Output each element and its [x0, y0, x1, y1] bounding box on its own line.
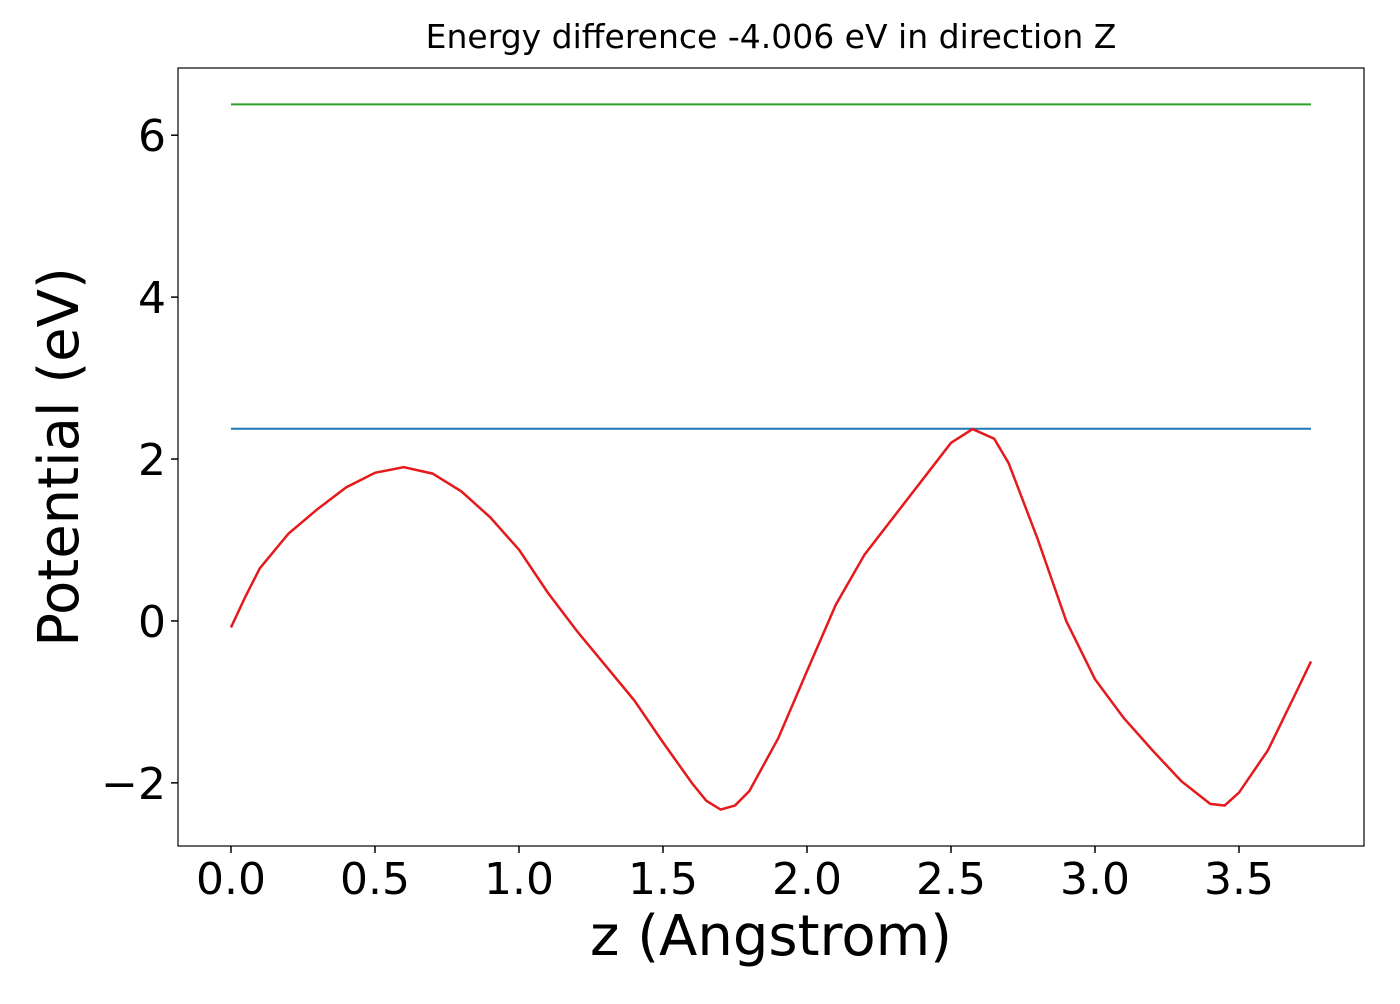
series-line	[229, 427, 1313, 811]
y-tick-label: 4	[138, 273, 166, 324]
chart-title: Energy difference -4.006 eV in direction…	[426, 17, 1117, 56]
x-tick-label: 1.5	[628, 854, 698, 905]
y-tick-label: 0	[138, 597, 166, 648]
plot-frame	[177, 67, 1365, 847]
x-tick-label: 0.5	[340, 854, 410, 905]
x-axis-label: z (Angstrom)	[590, 904, 952, 969]
y-tick-label: 2	[138, 435, 166, 486]
x-tick-label: 0.0	[196, 854, 266, 905]
x-tick-label: 3.5	[1204, 854, 1274, 905]
y-tick-label: 6	[138, 111, 166, 162]
x-tick-label: 1.0	[484, 854, 554, 905]
y-axis-label: Potential (eV)	[27, 267, 92, 647]
x-tick-label: 2.0	[772, 854, 842, 905]
y-tick-label: −2	[101, 759, 166, 810]
x-tick-label: 3.0	[1060, 854, 1130, 905]
x-tick-label: 2.5	[916, 854, 986, 905]
